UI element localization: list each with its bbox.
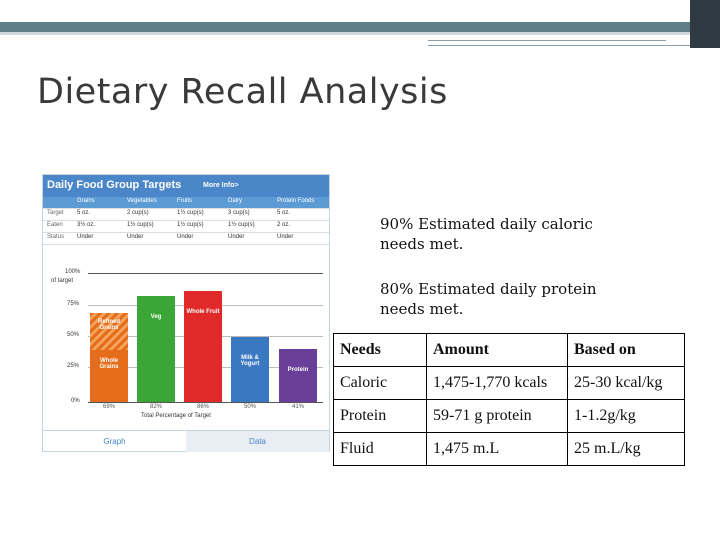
column-header: Protein Foods (277, 198, 315, 204)
column-header: Needs (333, 333, 427, 367)
bar-label: Refined Grains (97, 319, 120, 331)
panel-heading: Daily Food Group Targets (47, 179, 182, 191)
tab-graph[interactable]: Graph (103, 437, 126, 446)
table-cell: Under (177, 234, 194, 240)
bar-3: Milk & Yogurt (231, 337, 269, 402)
row-label: Target (47, 210, 64, 216)
table-cell: 25 m.L/kg (567, 432, 685, 466)
table-cell: 1½ cup(s) (228, 222, 255, 228)
table-row: Target 5 oz. 2 cup(s) 1½ cup(s) 3 cup(s)… (43, 209, 329, 221)
table-cell: Under (127, 234, 144, 240)
y-axis-label: 100% (65, 269, 81, 275)
table-cell: 1½ cup(s) (127, 222, 154, 228)
more-info-link[interactable]: More Info> (203, 182, 239, 189)
bar-label: Whole Grains (99, 358, 119, 370)
bar-percent-label: 50% (243, 404, 256, 410)
caloric-statement: 90% Estimated daily caloric needs met. (380, 215, 593, 253)
table-cell: 5 oz. (277, 210, 291, 216)
bar-label: Whole Fruit (186, 309, 220, 315)
table-cell: 1½ cup(s) (177, 210, 204, 216)
bar-percent-label: 86% (196, 404, 209, 410)
table-cell: Under (77, 234, 94, 240)
column-header: Fruits (177, 198, 192, 204)
bar-label: Protein (287, 367, 309, 373)
table-row: Caloric 1,475-1,770 kcals 25-30 kcal/kg (333, 366, 685, 400)
target-bar-chart: 100% of target 75% 50% 25% 0% Refined Gr… (43, 245, 329, 425)
table-row: Fluid 1,475 m.L 25 m.L/kg (333, 432, 685, 466)
column-header: Grains (77, 198, 95, 204)
table-cell: Under (277, 234, 294, 240)
y-axis-label: 50% (67, 332, 80, 338)
column-header: Based on (567, 333, 685, 367)
bar-label: Milk & Yogurt (240, 355, 260, 367)
table-cell: 25-30 kcal/kg (567, 366, 685, 400)
bar-label: Veg (150, 314, 162, 320)
bar-4: Protein (279, 349, 317, 402)
protein-statement: 80% Estimated daily protein needs met. (380, 280, 597, 318)
table-cell: 3½ oz. (77, 222, 96, 228)
bar-2: Whole Fruit (184, 291, 222, 402)
table-cell: 1½ cup(s) (177, 222, 204, 228)
top-accent-thin (0, 32, 690, 35)
slide-title: Dietary Recall Analysis (37, 72, 448, 112)
table-row: Protein 59-71 g protein 1-1.2g/kg (333, 399, 685, 433)
table-row: Eaten 3½ oz. 1½ cup(s) 1½ cup(s) 1½ cup(… (43, 221, 329, 233)
y-axis-label: 75% (67, 301, 80, 307)
column-header: Amount (426, 333, 568, 367)
table-header-row: Needs Amount Based on (333, 333, 685, 367)
table-cell: Fluid (333, 432, 427, 466)
y-axis-label: 25% (67, 363, 80, 369)
panel-tabs: Graph Data (43, 430, 329, 452)
table-cell: 1,475-1,770 kcals (426, 366, 568, 400)
table-cell: 59-71 g protein (426, 399, 568, 433)
bar-1: Veg (137, 296, 175, 402)
table-cell: 1,475 m.L (426, 432, 568, 466)
table-cell: Under (228, 234, 245, 240)
table-cell: 2 cup(s) (127, 210, 149, 216)
y-axis-label: 0% (71, 398, 80, 404)
tab-data[interactable]: Data (186, 431, 329, 452)
row-label: Eaten (47, 222, 63, 228)
table-cell: 2 oz. (277, 222, 291, 228)
accent-line (428, 40, 666, 41)
baseline (88, 402, 323, 403)
food-group-targets-panel: Daily Food Group Targets More Info> Grai… (42, 174, 330, 452)
needs-table: Needs Amount Based on Caloric 1,475-1,77… (333, 333, 685, 466)
table-cell: 3 cup(s) (228, 210, 250, 216)
table-cell: Caloric (333, 366, 427, 400)
bar-percent-label: 41% (291, 404, 304, 410)
y-axis-label: of target (51, 278, 74, 284)
x-axis-caption: Total Percentage of Target (141, 413, 211, 419)
row-label: Status (47, 234, 65, 240)
table-cell: 5 oz. (77, 210, 91, 216)
bar-percent-label: 82% (149, 404, 162, 410)
column-header: Vegetables (127, 198, 157, 204)
table-header-row: Grains Vegetables Fruits Dairy Protein F… (43, 197, 329, 209)
table-cell: Protein (333, 399, 427, 433)
column-header: Dairy (228, 198, 243, 204)
panel-header: Daily Food Group Targets More Info> (43, 175, 329, 197)
whole-grains-segment (90, 350, 128, 402)
table-row: Status Under Under Under Under Under (43, 233, 329, 245)
top-corner-block (690, 0, 720, 48)
accent-line (428, 45, 690, 46)
target-line (88, 273, 323, 274)
bar-percent-label: 69% (102, 404, 115, 410)
table-cell: 1-1.2g/kg (567, 399, 685, 433)
top-accent-bar (0, 22, 720, 32)
bar-0: Refined Grains Whole Grains (90, 313, 128, 402)
